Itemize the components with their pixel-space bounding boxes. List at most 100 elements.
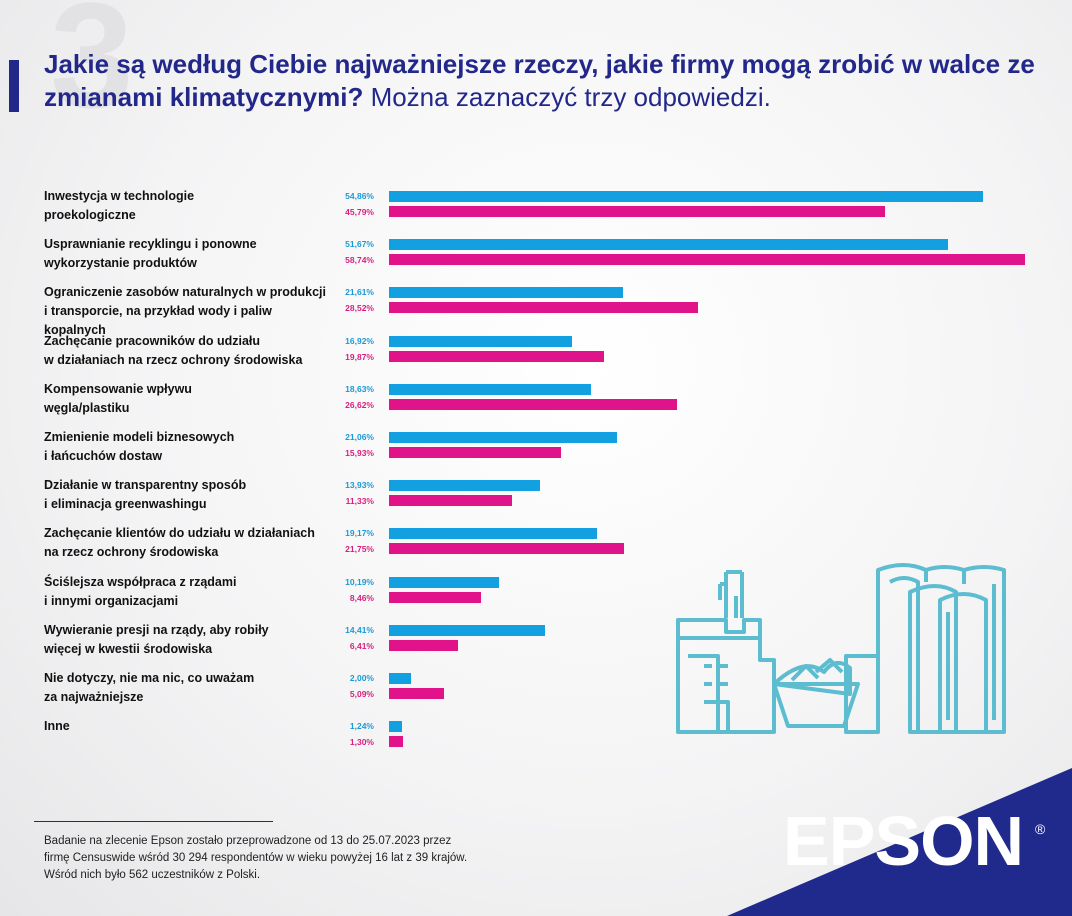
bar bbox=[389, 383, 591, 395]
category-label-line: i transporcie, na przykład wody i paliw … bbox=[44, 304, 272, 338]
category-label: Zachęcanie klientów do udziału w działan… bbox=[44, 524, 334, 562]
bar bbox=[389, 254, 1025, 266]
chart-row: Inne 1,24% 1,30% bbox=[0, 719, 1072, 761]
category-label-line: węgla/plastiku bbox=[44, 400, 130, 415]
data-label: 15,93% bbox=[345, 448, 374, 458]
epson-logo: EPSON bbox=[783, 802, 1024, 880]
title-subtitle: Można zaznaczyć trzy odpowiedzi. bbox=[363, 82, 771, 112]
category-label: Inwestycja w technologie proekologiczne bbox=[44, 187, 334, 225]
category-label-line: za najważniejsze bbox=[44, 690, 144, 704]
category-label-line: Działanie w transparentny sposób bbox=[44, 478, 247, 493]
footer-line: Wśród nich było 562 uczestników z Polski… bbox=[44, 869, 261, 881]
footer-separator bbox=[34, 821, 273, 822]
category-label-line: Inne bbox=[44, 719, 70, 734]
category-label: Zmienienie modeli biznesowych i łańcuchów… bbox=[44, 428, 334, 466]
category-label: Usprawnianie recyklingu i ponowne wykorzy… bbox=[44, 235, 334, 273]
bar bbox=[389, 206, 885, 217]
category-label-line: Zmienienie modeli biznesowych bbox=[44, 430, 235, 444]
registered-mark: ® bbox=[1035, 821, 1046, 837]
category-label-line: i eliminacja greenwashingu bbox=[44, 497, 207, 512]
data-label: 1,30% bbox=[349, 737, 374, 748]
category-label: Ograniczenie zasobów naturalnych w produ… bbox=[44, 283, 334, 340]
bar bbox=[389, 673, 411, 684]
bar bbox=[389, 543, 625, 555]
data-label: 28,52% bbox=[345, 303, 374, 314]
category-label: Wywieranie presji na rządy, aby robiły wi… bbox=[44, 621, 334, 659]
category-label-line: wykorzystanie produktów bbox=[44, 256, 197, 271]
bar bbox=[389, 721, 403, 733]
bar bbox=[389, 528, 597, 540]
category-label-line: i innymi organizacjami bbox=[44, 593, 179, 608]
chart-row: Zachęcanie pracowników do udziału w dział… bbox=[0, 334, 1072, 376]
data-label: 11,33% bbox=[345, 496, 374, 507]
category-label-line: Zachęcanie pracowników do udziału bbox=[44, 333, 261, 348]
data-label: 18,63% bbox=[345, 383, 374, 394]
data-label: 2,00% bbox=[349, 673, 374, 683]
title-main: Jakie są według Ciebie najważniejsze rze… bbox=[44, 49, 1035, 112]
bar bbox=[389, 287, 623, 299]
bar bbox=[389, 302, 698, 314]
category-label-line: proekologiczne bbox=[44, 208, 136, 222]
footer-line: Badanie na zlecenie Epson zostało przepr… bbox=[44, 835, 452, 847]
data-label: 51,67% bbox=[345, 239, 374, 250]
category-label-line: i łańcuchów dostaw bbox=[44, 449, 163, 463]
bar bbox=[389, 495, 512, 507]
chart-row: Ściślejsza współpraca z rządami i innymi … bbox=[0, 575, 1072, 617]
data-label: 54,86% bbox=[345, 191, 374, 201]
bar bbox=[389, 335, 573, 347]
category-label-line: Ograniczenie zasobów naturalnych w produ… bbox=[44, 285, 327, 300]
bar bbox=[389, 736, 404, 748]
data-label: 58,74% bbox=[345, 255, 374, 266]
bar bbox=[389, 432, 618, 443]
chart-row: Zmienienie modeli biznesowych i łańcuchów… bbox=[0, 430, 1072, 472]
chart-row: Działanie w transparentny sposób i elimin… bbox=[0, 478, 1072, 520]
bar bbox=[389, 688, 445, 699]
bar bbox=[389, 191, 983, 202]
bar bbox=[389, 591, 481, 603]
data-label: 19,87% bbox=[345, 351, 374, 362]
footer-note: Badanie na zlecenie Epson zostało przepr… bbox=[44, 833, 564, 884]
data-label: 13,93% bbox=[345, 480, 374, 491]
chart-title: Jakie są według Ciebie najważniejsze rze… bbox=[44, 48, 1044, 114]
chart-row: Nie dotyczy, nie ma nic, co uważam za naj… bbox=[0, 671, 1072, 713]
category-label-line: Nie dotyczy, nie ma nic, co uważam bbox=[44, 671, 255, 685]
data-label: 10,19% bbox=[345, 576, 374, 587]
bar bbox=[389, 398, 678, 410]
chart-row: Zachęcanie klientów do udziału w działan… bbox=[0, 526, 1072, 568]
chart-row: Kompensowanie wpływu węgla/plastiku 18,63%… bbox=[0, 382, 1072, 424]
bar bbox=[389, 350, 605, 362]
category-label-line: Zachęcanie klientów do udziału w działan… bbox=[44, 526, 315, 541]
category-label: Nie dotyczy, nie ma nic, co uważam za naj… bbox=[44, 669, 334, 707]
data-label: 21,75% bbox=[345, 544, 374, 555]
category-label: Zachęcanie pracowników do udziału w dział… bbox=[44, 332, 334, 370]
category-label: Ściślejsza współpraca z rządami i innymi … bbox=[44, 573, 334, 611]
category-label-line: Usprawnianie recyklingu i ponowne bbox=[44, 237, 257, 252]
category-label: Inne bbox=[44, 717, 334, 736]
data-label: 26,62% bbox=[345, 399, 374, 410]
data-label: 5,09% bbox=[349, 689, 374, 699]
chart-row: Inwestycja w technologie proekologiczne 54… bbox=[0, 189, 1072, 231]
data-label: 21,06% bbox=[345, 432, 374, 442]
data-label: 1,24% bbox=[349, 721, 374, 732]
bar bbox=[389, 480, 540, 492]
category-label-line: więcej w kwestii środowiska bbox=[44, 641, 213, 656]
factory-illustration-icon bbox=[676, 563, 1006, 734]
data-label: 6,41% bbox=[349, 640, 374, 651]
bar bbox=[389, 576, 500, 588]
data-label: 8,46% bbox=[349, 592, 374, 603]
category-label: Działanie w transparentny sposób i elimin… bbox=[44, 476, 334, 514]
bar bbox=[389, 447, 562, 458]
background-number: 3 bbox=[50, 0, 134, 139]
title-accent-bar bbox=[9, 60, 19, 112]
category-label-line: Ściślejsza współpraca z rządami bbox=[44, 574, 237, 589]
chart-row: Wywieranie presji na rządy, aby robiły wi… bbox=[0, 623, 1072, 665]
data-label: 19,17% bbox=[345, 528, 374, 539]
category-label-line: na rzecz ochrony środowiska bbox=[44, 545, 219, 560]
category-label: Kompensowanie wpływu węgla/plastiku bbox=[44, 380, 334, 418]
category-label-line: Inwestycja w technologie bbox=[44, 189, 195, 203]
bar bbox=[389, 239, 949, 251]
data-label: 16,92% bbox=[345, 335, 374, 346]
chart-row: Usprawnianie recyklingu i ponowne wykorzy… bbox=[0, 237, 1072, 279]
category-label-line: Kompensowanie wpływu bbox=[44, 381, 192, 396]
